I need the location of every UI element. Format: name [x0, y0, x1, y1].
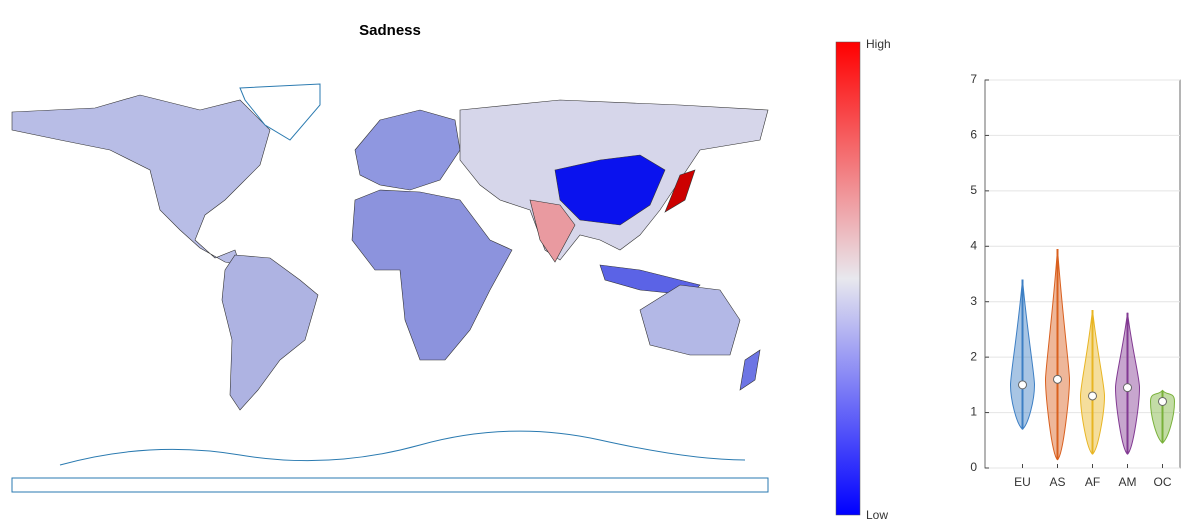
greenland [239, 83, 321, 141]
china [554, 154, 666, 226]
japan [664, 169, 696, 213]
antarctica-coast [59, 430, 746, 466]
africa [351, 189, 513, 361]
india [529, 199, 576, 263]
median [1018, 380, 1027, 390]
y-tick-label: 6 [970, 128, 977, 142]
y-tick-label: 0 [970, 460, 977, 474]
x-tick-label: OC [1154, 475, 1172, 489]
y-tick-label: 4 [970, 238, 977, 252]
colorbar-high: High [866, 37, 891, 51]
colorbar [835, 41, 861, 516]
x-tick-label: AM [1119, 475, 1137, 489]
europe [354, 109, 461, 191]
map-title: Sadness [359, 22, 421, 39]
y-tick-label: 3 [970, 294, 977, 308]
colorbar-low: Low [866, 508, 888, 522]
y-tick-label: 2 [970, 349, 977, 363]
new-zealand [739, 349, 761, 391]
median [1088, 391, 1097, 401]
x-tick-label: AF [1085, 475, 1100, 489]
x-tick-label: AS [1049, 475, 1065, 489]
median [1158, 396, 1167, 406]
north-america [11, 94, 271, 266]
australia [639, 284, 741, 356]
south-america [221, 254, 319, 411]
y-tick-label: 7 [970, 72, 977, 86]
world-map [11, 83, 769, 493]
y-tick-label: 5 [970, 183, 977, 197]
median [1053, 374, 1062, 384]
antarctica [11, 477, 769, 493]
median [1123, 383, 1132, 393]
x-tick-label: EU [1014, 475, 1031, 489]
y-tick-label: 1 [970, 405, 977, 419]
